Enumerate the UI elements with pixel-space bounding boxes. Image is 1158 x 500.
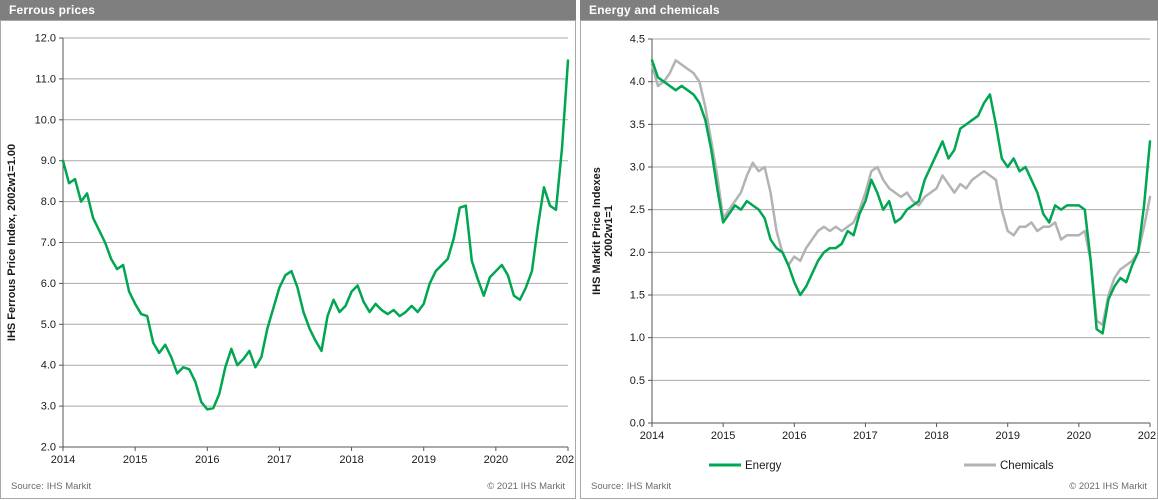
panel-ferrous-prices: Ferrous prices 2.0 3.0 4.0 5.0 6.0 7.0 8.0 9.0 1… (0, 0, 576, 500)
y-tick-label: 9.0 (41, 155, 56, 167)
energy-chemicals-chart-area: 0.0 0.5 1.0 1.5 2.0 2.5 3.0 3.5 4.0 4.5 2014 2015 20… (580, 20, 1158, 499)
y-axis-title: 2002w1=1 (603, 205, 615, 257)
x-tick-label: 2020 (484, 454, 508, 466)
source-value: IHS Markit (46, 481, 92, 492)
ferrous-line-chart: 2.0 3.0 4.0 5.0 6.0 7.0 8.0 9.0 10.0 11.0 12.0 2014… (6, 33, 575, 467)
x-tick-label: 2021 (1138, 430, 1157, 442)
panel-title: Energy and chemicals (589, 3, 720, 17)
series-line-energy (650, 59, 1152, 335)
x-tick-label: 2017 (267, 454, 291, 466)
series-line-chemicals (650, 59, 1152, 327)
legend-label-energy: Energy (745, 460, 782, 472)
y-gridlines (63, 37, 568, 407)
y-tick-label: 1.5 (630, 290, 645, 302)
y-tick-label: 7.0 (41, 237, 56, 249)
series-line-ferrous-price-index (61, 59, 570, 411)
x-tick-label: 2021 (556, 454, 575, 466)
source-label: Source: (11, 481, 44, 492)
source-label: Source: (591, 481, 624, 492)
panel-title-bar: Energy and chemicals (580, 0, 1158, 20)
x-tick-label: 2017 (853, 430, 877, 442)
x-axis-ticks: 2014 2015 2016 2017 2018 2019 2020 2021 (51, 447, 575, 466)
y-tick-label: 2.5 (630, 204, 645, 216)
y-tick-label: 12.0 (35, 33, 56, 45)
y-tick-label: 0.0 (630, 418, 645, 430)
y-tick-label: 11.0 (35, 73, 56, 85)
y-tick-label: 6.0 (41, 278, 56, 290)
x-tick-label: 2014 (51, 454, 75, 466)
panel-title-bar: Ferrous prices (0, 0, 576, 20)
x-tick-label: 2019 (995, 430, 1019, 442)
y-tick-label: 5.0 (41, 319, 56, 331)
source-note: Source: IHS Markit (11, 481, 94, 492)
y-tick-label: 3.5 (630, 119, 645, 131)
copyright-note: © 2021 IHS Markit (487, 481, 565, 492)
y-axis-title: IHS Markit Price Indexes (591, 167, 603, 295)
panel-title: Ferrous prices (9, 3, 96, 17)
x-tick-label: 2018 (924, 430, 948, 442)
y-tick-label: 4.5 (630, 34, 645, 46)
x-tick-label: 2016 (782, 430, 806, 442)
y-axis-ticks: 2.0 3.0 4.0 5.0 6.0 7.0 8.0 9.0 10.0 11.0 12.0 (35, 33, 63, 454)
y-axis-ticks: 0.0 0.5 1.0 1.5 2.0 2.5 3.0 3.5 4.0 4.5 (630, 34, 652, 430)
y-gridlines (652, 38, 1150, 381)
y-tick-label: 1.0 (630, 332, 645, 344)
x-tick-label: 2018 (339, 454, 363, 466)
y-tick-label: 10.0 (35, 114, 56, 126)
footer-row: Source: IHS Markit © 2021 IHS Markit (591, 481, 1147, 492)
y-tick-label: 4.0 (41, 360, 56, 372)
ferrous-chart-area: 2.0 3.0 4.0 5.0 6.0 7.0 8.0 9.0 10.0 11.0 12.0 2014… (0, 20, 576, 499)
source-value: IHS Markit (626, 481, 672, 492)
x-tick-label: 2020 (1067, 430, 1091, 442)
legend: Energy Chemicals (709, 460, 1054, 472)
y-tick-label: 2.0 (630, 247, 645, 259)
y-tick-label: 3.0 (41, 401, 56, 413)
y-tick-label: 2.0 (41, 442, 56, 454)
footer-row: Source: IHS Markit © 2021 IHS Markit (11, 481, 565, 492)
legend-label-chemicals: Chemicals (1000, 460, 1054, 472)
x-tick-label: 2016 (195, 454, 219, 466)
source-note: Source: IHS Markit (591, 481, 674, 492)
copyright-note: © 2021 IHS Markit (1069, 481, 1147, 492)
x-tick-label: 2015 (123, 454, 147, 466)
x-tick-label: 2019 (411, 454, 435, 466)
y-tick-label: 8.0 (41, 196, 56, 208)
panel-energy-chemicals: Energy and chemicals 0.0 0.5 1.0 1.5 2.0 2.5 3… (580, 0, 1158, 500)
y-tick-label: 4.0 (630, 76, 645, 88)
x-tick-label: 2014 (640, 430, 664, 442)
y-tick-label: 3.0 (630, 162, 645, 174)
y-axis-title: IHS Ferrous Price Index, 2002w1=1.00 (6, 144, 18, 341)
x-tick-label: 2015 (711, 430, 735, 442)
x-axis-ticks: 2014 2015 2016 2017 2018 2019 2020 2021 (640, 423, 1157, 442)
y-tick-label: 0.5 (630, 375, 645, 387)
